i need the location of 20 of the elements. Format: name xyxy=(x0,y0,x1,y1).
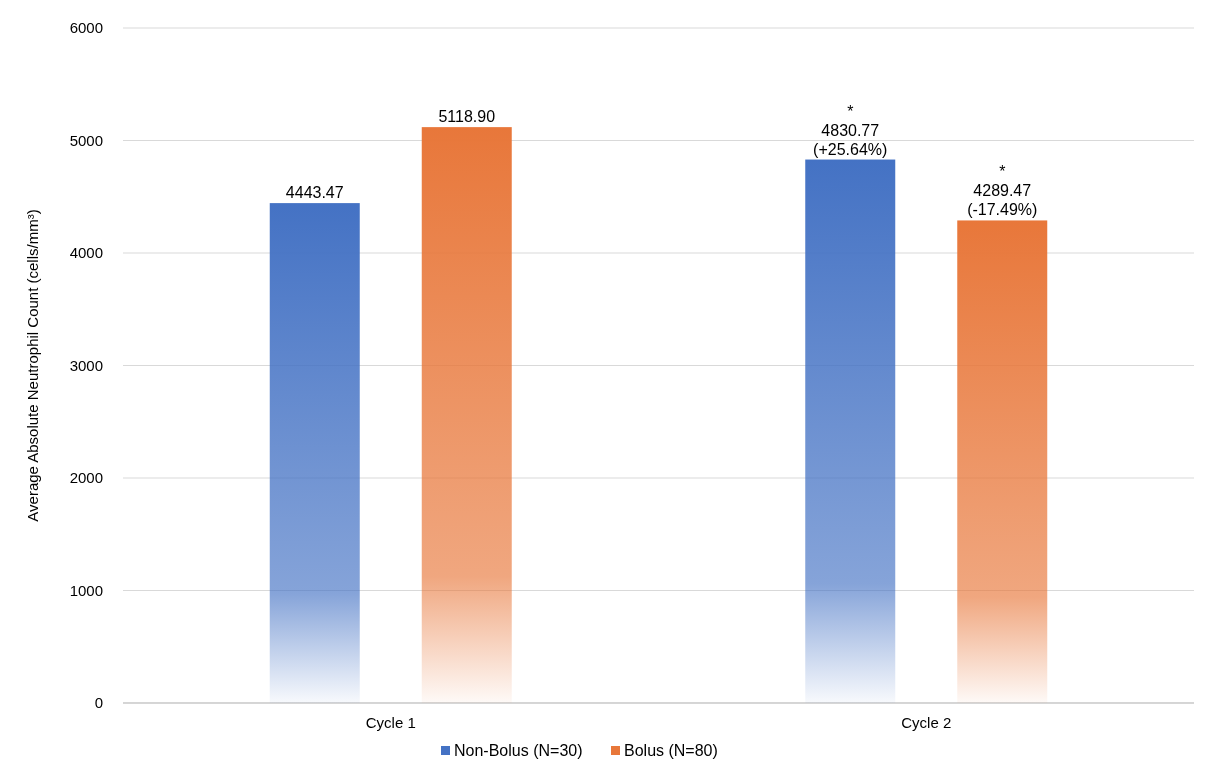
bar xyxy=(421,127,512,703)
legend-label: Bolus (N=80) xyxy=(624,742,718,759)
bar xyxy=(957,220,1048,703)
y-tick-label: 6000 xyxy=(69,19,103,37)
x-tick-label: Cycle 1 xyxy=(365,714,416,731)
data-label: * 4289.47 (-17.49%) xyxy=(967,163,1038,219)
y-tick-label: 0 xyxy=(94,694,103,712)
x-tick-label: Cycle 2 xyxy=(901,714,952,731)
bar xyxy=(805,159,896,703)
data-label: 4443.47 xyxy=(285,184,344,202)
data-label: 5118.90 xyxy=(438,108,496,126)
bar xyxy=(269,203,360,703)
legend-label: Non-Bolus (N=30) xyxy=(454,742,583,759)
data-label: * 4830.77 (+25.64%) xyxy=(813,102,888,158)
y-axis-title: Average Absolute Neutrophil Count (cells/mm³) xyxy=(24,209,41,522)
y-tick-label: 2000 xyxy=(69,469,103,487)
y-tick-label: 5000 xyxy=(69,131,103,149)
y-tick-label: 4000 xyxy=(69,244,103,262)
y-tick-label: 1000 xyxy=(69,581,103,599)
y-tick-label: 3000 xyxy=(69,356,103,374)
